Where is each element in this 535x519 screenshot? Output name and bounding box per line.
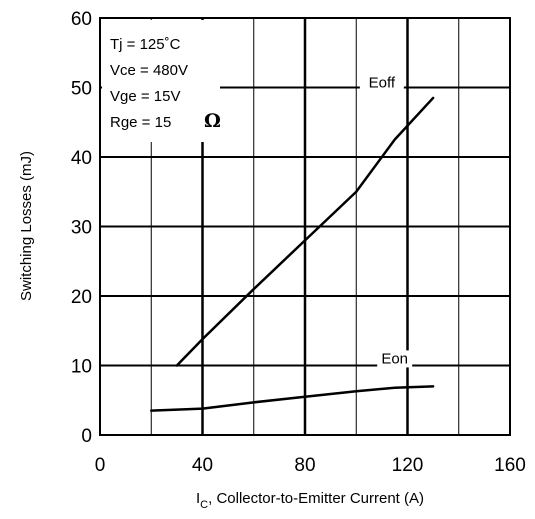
x-tick-label: 160 [494, 455, 526, 476]
y-tick-label: 60 [71, 9, 92, 30]
condition-line: Tj = 125˚C [110, 36, 181, 53]
series-labels: Eoff Eon [359, 74, 413, 368]
series-label-eon: Eon [381, 350, 408, 367]
x-tick-label: 0 [95, 455, 106, 476]
y-tick-label: 20 [71, 287, 92, 308]
y-tick-label: 10 [71, 357, 92, 378]
condition-line: Vce = 480V [110, 62, 188, 79]
x-tick-label: 120 [392, 455, 424, 476]
series-label-bg [359, 74, 404, 92]
series-label-eoff: Eoff [369, 75, 396, 92]
plot-frame [99, 17, 511, 436]
ohm-symbol: Ω [204, 110, 221, 132]
test-conditions: Tj = 125˚C Vce = 480V Vge = 15V Rge = 15 Ω [102, 20, 221, 142]
condition-line: Vge = 15V [110, 88, 180, 105]
y-tick-label: 30 [71, 218, 92, 239]
y-tick-label: 50 [71, 79, 92, 100]
y-tick-label: 0 [81, 426, 92, 447]
y-tick-label: 40 [71, 148, 92, 169]
x-axis-label: IC, Collector-to-Emitter Current (A) [196, 490, 424, 511]
x-tick-label: 40 [192, 455, 213, 476]
series-label-bg [377, 350, 413, 368]
series-line-eon [150, 385, 435, 412]
x-axis-label-main: I [196, 490, 200, 507]
y-tick-labels: 0 10 20 30 40 50 60 [71, 9, 92, 447]
x-tick-labels: 0 40 80 120 160 [95, 455, 526, 476]
series-lines [150, 96, 435, 412]
condition-line: Rge = 15 [110, 114, 171, 131]
x-axis-label-subscript: C [200, 499, 208, 511]
y-axis-label: Switching Losses (mJ) [18, 151, 35, 301]
series-line-eoff [175, 96, 435, 367]
conditions-bg [102, 20, 220, 142]
x-tick-label: 80 [294, 455, 315, 476]
x-axis-label-rest: , Collector-to-Emitter Current (A) [208, 490, 424, 507]
